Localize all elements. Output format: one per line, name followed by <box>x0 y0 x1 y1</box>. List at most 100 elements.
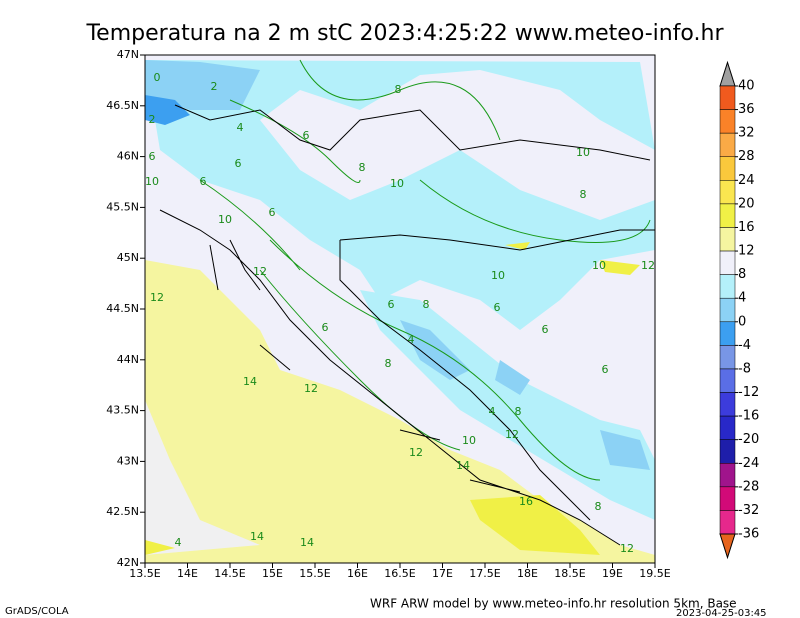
colorbar-label: -28 <box>738 479 759 494</box>
contour-label: 10 <box>576 146 590 159</box>
colorbar-band <box>719 250 736 275</box>
contour-label: 10 <box>218 213 232 226</box>
contour-label: 14 <box>300 536 314 549</box>
lon-tick-label: 16.5E <box>384 567 415 580</box>
contour-label: 16 <box>519 495 533 508</box>
colorbar-band <box>719 274 736 299</box>
contour-label: 14 <box>250 530 264 543</box>
colorbar-label: 4 <box>738 291 746 306</box>
lat-tick-label: 46N <box>117 150 139 163</box>
colorbar-band <box>719 392 736 417</box>
contour-label: 6 <box>303 129 310 142</box>
temperature-field <box>145 55 655 563</box>
colorbar-band <box>719 510 736 535</box>
footer-date: 2023-04-25-03:45 <box>676 608 767 618</box>
colorbar-label: 28 <box>738 149 755 164</box>
colorbar-label: 0 <box>738 314 746 329</box>
colorbar-label: 36 <box>738 102 755 117</box>
contour-label: 12 <box>641 259 655 272</box>
lat-tick-label: 45.5N <box>106 200 139 213</box>
lon-tick-label: 19.5E <box>639 567 670 580</box>
colorbar-band <box>719 321 736 346</box>
colorbar-label: 32 <box>738 126 755 141</box>
contour-label: 6 <box>602 363 609 376</box>
contour-label: 8 <box>395 83 402 96</box>
contour-label: 10 <box>145 175 159 188</box>
colorbar-label: -8 <box>738 361 751 376</box>
colorbar-label: -24 <box>738 456 759 471</box>
footer-right: WRF ARW model by www.meteo-info.hr resol… <box>370 597 737 611</box>
contour-label: 6 <box>269 206 276 219</box>
colorbar-label: -16 <box>738 409 759 424</box>
lat-tick-label: 45N <box>117 251 139 264</box>
lat-tick-label: 46.5N <box>106 99 139 112</box>
contour-label: 12 <box>150 291 164 304</box>
colorbar-band <box>719 439 736 464</box>
lon-tick-label: 17E <box>432 567 453 580</box>
lat-tick-label: 44.5N <box>106 302 139 315</box>
contour-label: 10 <box>592 259 606 272</box>
contour-label: 4 <box>175 536 182 549</box>
colorbar-band <box>719 132 736 157</box>
colorbar-label: 12 <box>738 244 755 259</box>
lat-tick-label: 43.5N <box>106 404 139 417</box>
contour-label: 2 <box>149 113 156 126</box>
contour-label: 6 <box>235 157 242 170</box>
lon-tick-label: 15E <box>262 567 283 580</box>
lon-tick-label: 18.5E <box>554 567 585 580</box>
colorbar-label: -4 <box>738 338 751 353</box>
footer-left: GrADS/COLA <box>5 606 69 617</box>
lat-tick-label: 43N <box>117 454 139 467</box>
contour-label: 6 <box>322 321 329 334</box>
contour-label: 2 <box>211 80 218 93</box>
contour-label: 14 <box>456 459 470 472</box>
lon-tick-label: 16E <box>347 567 368 580</box>
colorbar-label: -32 <box>738 503 759 518</box>
contour-label: 10 <box>491 269 505 282</box>
contour-label: 6 <box>542 323 549 336</box>
colorbar-band <box>719 463 736 488</box>
lat-tick-label: 44N <box>117 353 139 366</box>
lat-tick-label: 42N <box>117 556 139 569</box>
colorbar-band <box>719 227 736 252</box>
lon-tick-label: 14E <box>177 567 198 580</box>
colorbar-label: 8 <box>738 267 746 282</box>
contour-label: 12 <box>409 446 423 459</box>
contour-label: 8 <box>385 357 392 370</box>
contour-label: 6 <box>149 150 156 163</box>
contour-label: 12 <box>304 382 318 395</box>
colorbar-band <box>719 486 736 511</box>
contour-label: 4 <box>408 333 415 346</box>
contour-label: 12 <box>620 542 634 555</box>
contour-label: 8 <box>423 298 430 311</box>
contour-label: 8 <box>580 188 587 201</box>
colorbar-arrow-top <box>719 60 736 87</box>
lon-tick-label: 19E <box>602 567 623 580</box>
colorbar-arrow-bottom <box>719 533 736 560</box>
colorbar-band <box>719 368 736 393</box>
contour-label: 10 <box>390 177 404 190</box>
contour-label: 4 <box>237 121 244 134</box>
colorbar-band <box>719 85 736 110</box>
contour-label: 4 <box>489 405 496 418</box>
colorbar-band <box>719 415 736 440</box>
colorbar-band <box>719 109 736 134</box>
lon-tick-label: 15.5E <box>299 567 330 580</box>
colorbar-band <box>719 297 736 323</box>
colorbar-label: 40 <box>738 79 755 94</box>
lon-tick-label: 17.5E <box>469 567 500 580</box>
lon-tick-label: 14.5E <box>214 567 245 580</box>
lat-tick-label: 42.5N <box>106 505 139 518</box>
colorbar-band <box>719 180 736 205</box>
colorbar-label: -12 <box>738 385 759 400</box>
colorbar-label: 16 <box>738 220 755 235</box>
lon-tick-label: 18E <box>517 567 538 580</box>
contour-label: 12 <box>253 265 267 278</box>
colorbar-label: -36 <box>738 527 759 542</box>
colorbar-band <box>719 203 736 228</box>
colorbar-band <box>719 156 736 181</box>
contour-label: 6 <box>200 175 207 188</box>
contour-label: 6 <box>388 298 395 311</box>
colorbar-label: 20 <box>738 196 755 211</box>
